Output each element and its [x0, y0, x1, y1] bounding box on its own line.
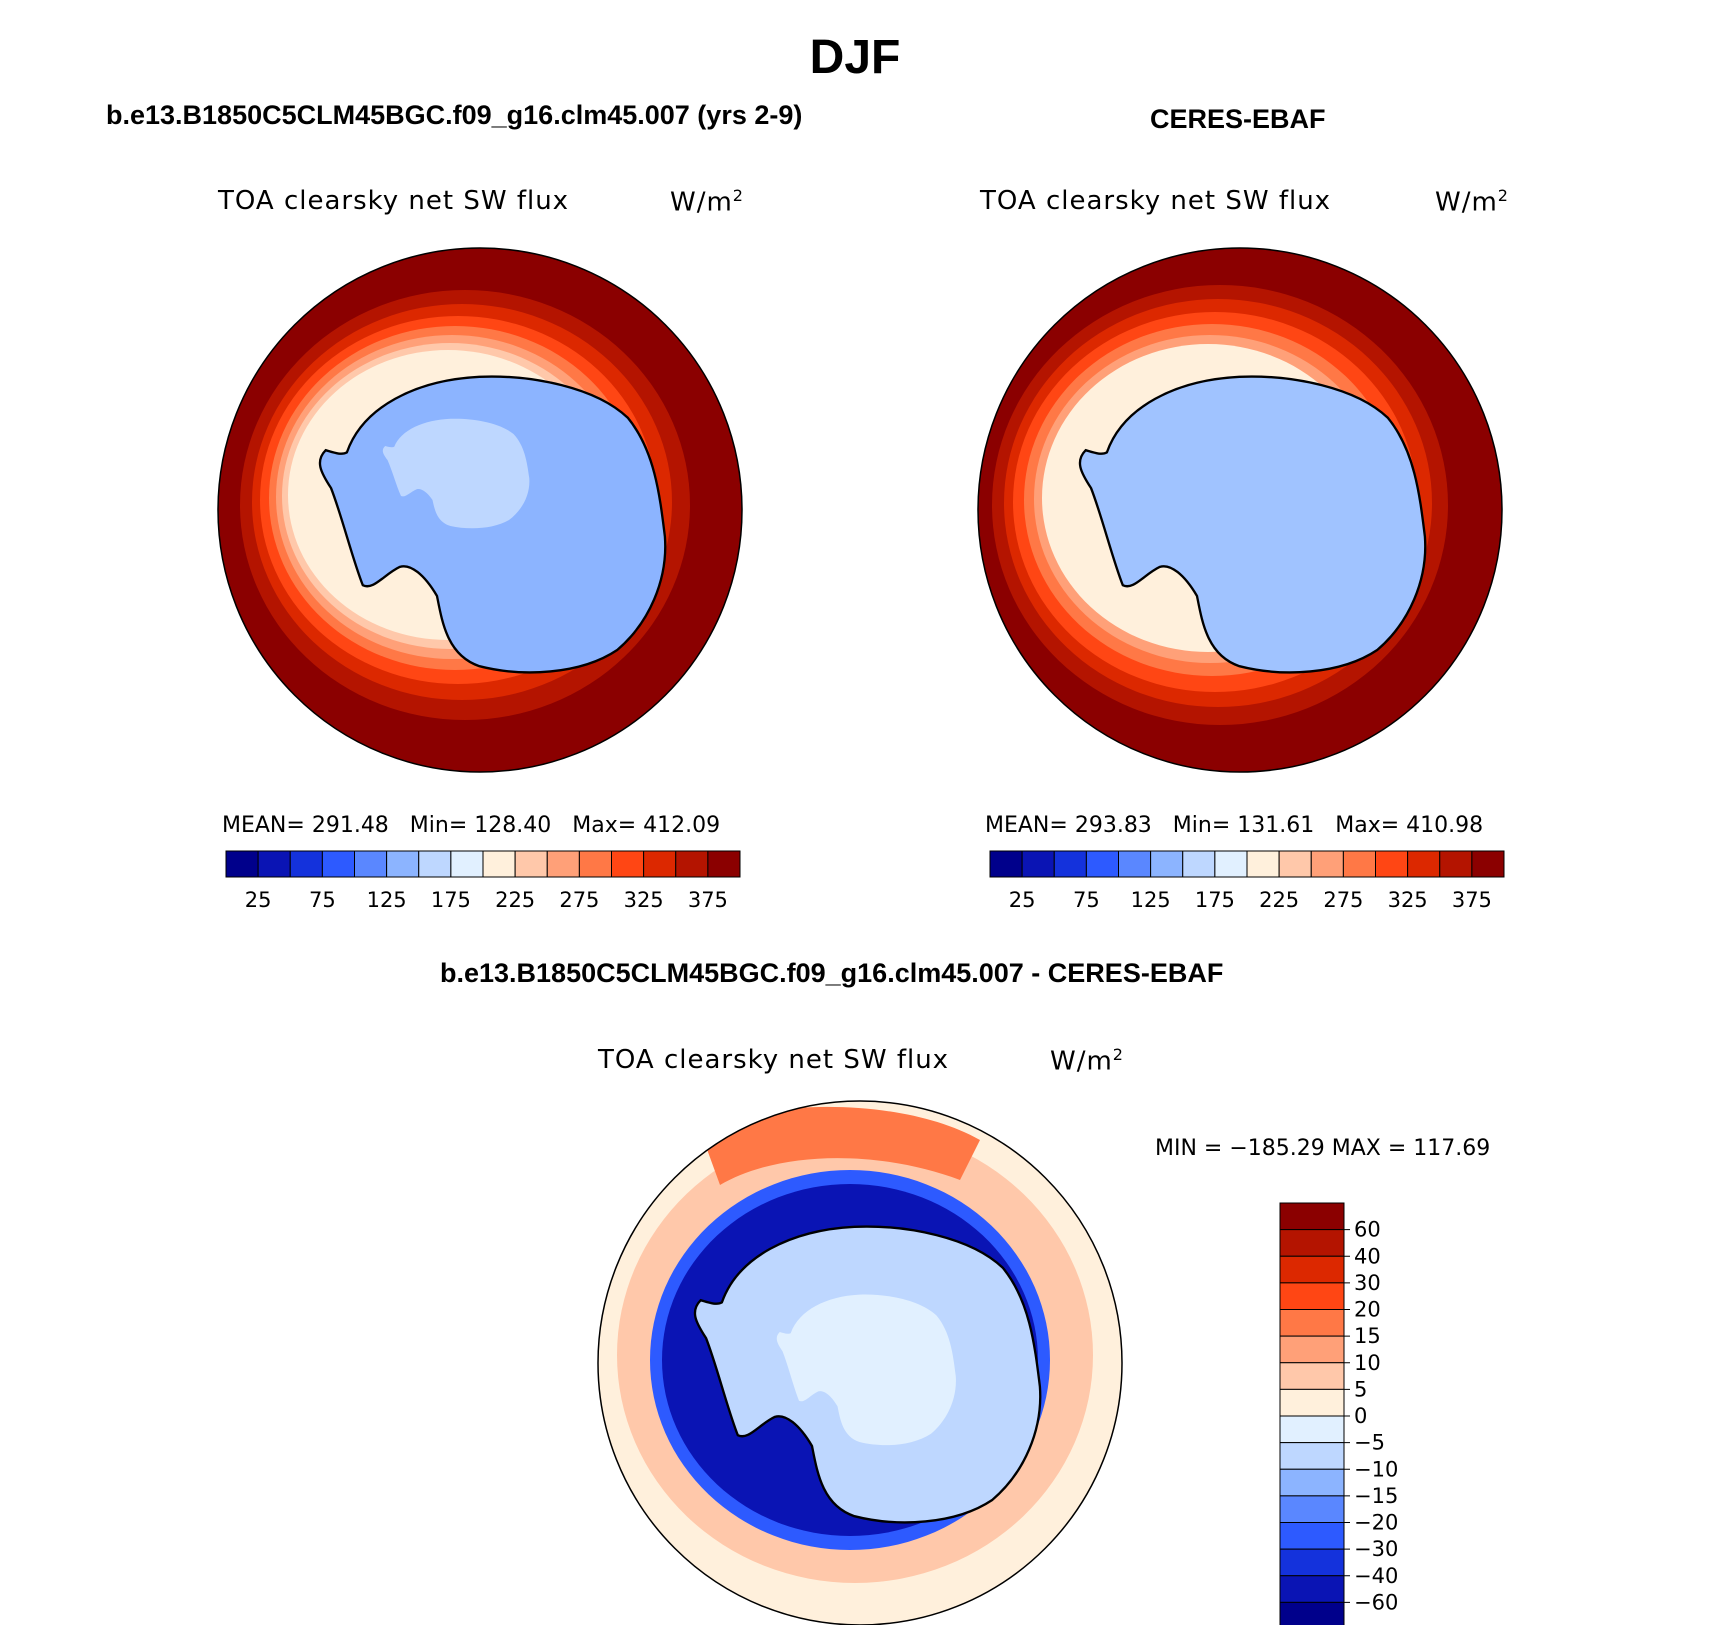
- colorbar-left-swatch: [514, 850, 548, 878]
- colorbar-right-tick-label: 275: [1323, 888, 1363, 912]
- colorbar-left-swatch: [386, 850, 420, 878]
- colorbar-difference-tick-label: 15: [1354, 1324, 1381, 1348]
- panel-right-case-title: CERES-EBAF: [1150, 104, 1326, 134]
- colorbar-right-swatch: [1375, 850, 1409, 878]
- colorbar-difference-swatch: [1279, 1362, 1345, 1390]
- map-right: [978, 248, 1502, 772]
- colorbar-left: 25 75 125 175 225 275 325 375: [225, 850, 741, 912]
- colorbar-right-swatch: [1310, 850, 1344, 878]
- colorbar-left-tick-label: 225: [495, 888, 535, 912]
- colorbar-difference-tick-label: −60: [1354, 1590, 1398, 1614]
- colorbar-left-tick-label: 125: [367, 888, 407, 912]
- colorbar-difference-tick-label: −20: [1354, 1511, 1398, 1535]
- difference-case-title: b.e13.B1850C5CLM45BGC.f09_g16.clm45.007 …: [440, 958, 1224, 988]
- panel-left-units: W/m2: [670, 186, 744, 218]
- colorbar-right-swatch: [1278, 850, 1312, 878]
- panel-right-variable: TOA clearsky net SW flux: [980, 186, 1332, 216]
- panel-right-stats: MEAN= 293.83 Min= 131.61 Max= 410.98: [985, 813, 1484, 838]
- colorbar-difference-tick-label: −30: [1354, 1537, 1398, 1561]
- colorbar-right-swatch: [1021, 850, 1055, 878]
- colorbar-difference-swatch: [1279, 1388, 1345, 1417]
- colorbar-left-swatch: [257, 850, 291, 878]
- colorbar-right-tick-label: 175: [1195, 888, 1235, 912]
- colorbar-difference-tick-label: 0: [1354, 1404, 1367, 1428]
- colorbar-difference-swatch: [1279, 1522, 1345, 1550]
- colorbar-difference-swatch: [1279, 1468, 1345, 1497]
- colorbar-left-swatch: [611, 850, 645, 878]
- colorbar-left-tick-label: 275: [559, 888, 599, 912]
- colorbar-difference-swatch: [1279, 1202, 1345, 1231]
- colorbar-difference-tick-label: 20: [1354, 1298, 1381, 1322]
- colorbar-difference-swatch: [1279, 1442, 1345, 1470]
- colorbar-difference-tick-label: 60: [1354, 1218, 1381, 1242]
- colorbar-left-swatch: [643, 850, 677, 878]
- colorbar-left-tick-label: 25: [245, 888, 272, 912]
- panel-right-units: W/m2: [1435, 186, 1509, 218]
- colorbar-difference-swatch: [1279, 1229, 1345, 1257]
- colorbar-left-swatch: [546, 850, 580, 878]
- colorbar-left-tick-label: 75: [309, 888, 336, 912]
- colorbar-difference-tick-label: 10: [1354, 1351, 1381, 1375]
- colorbar-left-swatch: [482, 850, 516, 878]
- colorbar-difference-swatch: [1279, 1309, 1345, 1337]
- colorbar-right-swatch: [1150, 850, 1184, 878]
- panel-left-variable: TOA clearsky net SW flux: [218, 186, 570, 216]
- colorbar-right-swatch: [1342, 850, 1376, 878]
- difference-variable: TOA clearsky net SW flux: [598, 1045, 950, 1075]
- colorbar-difference-swatch: [1279, 1548, 1345, 1577]
- colorbar-left-swatch: [289, 850, 323, 878]
- colorbar-difference-swatch: [1279, 1255, 1345, 1284]
- colorbar-left-swatch: [707, 850, 741, 878]
- colorbar-right-tick-label: 25: [1009, 888, 1036, 912]
- colorbar-left-swatch: [418, 850, 452, 878]
- colorbar-right-tick-label: 375: [1452, 888, 1492, 912]
- map-left: [218, 248, 742, 772]
- colorbar-left-tick-label: 325: [624, 888, 664, 912]
- colorbar-left-tick-label: 175: [431, 888, 471, 912]
- colorbar-difference-tick-label: −5: [1354, 1431, 1385, 1455]
- difference-units: W/m2: [1050, 1045, 1124, 1077]
- colorbar-difference-swatch: [1279, 1415, 1345, 1444]
- figure-title: DJF: [809, 31, 901, 84]
- panel-left-stats: MEAN= 291.48 Min= 128.40 Max= 412.09: [222, 813, 721, 838]
- colorbar-right-tick-label: 75: [1073, 888, 1100, 912]
- map-difference: [598, 1101, 1122, 1625]
- colorbar-difference-tick-label: −40: [1354, 1564, 1398, 1588]
- colorbar-right-swatch: [1246, 850, 1280, 878]
- colorbar-right-swatch: [1053, 850, 1087, 878]
- colorbar-left-swatch: [450, 850, 484, 878]
- panel-left-case-title: b.e13.B1850C5CLM45BGC.f09_g16.clm45.007 …: [106, 100, 803, 130]
- colorbar-left-swatch: [675, 850, 709, 878]
- colorbar-difference-tick-label: 5: [1354, 1377, 1367, 1401]
- colorbar-right: 25 75 125 175 225 275 325 375: [989, 850, 1505, 912]
- colorbar-left-swatch: [578, 850, 612, 878]
- colorbar-difference-tick-label: 30: [1354, 1271, 1381, 1295]
- colorbar-left-tick-label: 375: [688, 888, 728, 912]
- colorbar-right-swatch: [1471, 850, 1505, 878]
- colorbar-difference-swatch: [1279, 1575, 1345, 1603]
- colorbar-right-swatch: [1085, 850, 1119, 878]
- colorbar-right-swatch: [1407, 850, 1441, 878]
- colorbar-difference-tick-label: −10: [1354, 1457, 1398, 1481]
- colorbar-left-swatch: [321, 850, 355, 878]
- colorbar-difference-swatch: [1279, 1495, 1345, 1523]
- colorbar-difference-tick-label: 40: [1354, 1244, 1381, 1268]
- difference-minmax: MIN = −185.29 MAX = 117.69: [1155, 1136, 1491, 1161]
- colorbar-right-swatch: [1214, 850, 1248, 878]
- colorbar-right-tick-label: 125: [1131, 888, 1171, 912]
- colorbar-left-swatch: [225, 850, 259, 878]
- colorbar-right-swatch: [989, 850, 1023, 878]
- colorbar-difference-swatch: [1279, 1601, 1345, 1625]
- colorbar-right-swatch: [1118, 850, 1152, 878]
- colorbar-left-swatch: [354, 850, 388, 878]
- colorbar-difference-swatch: [1279, 1282, 1345, 1310]
- colorbar-right-swatch: [1439, 850, 1473, 878]
- colorbar-right-tick-label: 325: [1388, 888, 1428, 912]
- colorbar-right-tick-label: 225: [1259, 888, 1299, 912]
- colorbar-difference-tick-label: −15: [1354, 1484, 1398, 1508]
- colorbar-right-swatch: [1182, 850, 1216, 878]
- colorbar-difference-swatch: [1279, 1335, 1345, 1364]
